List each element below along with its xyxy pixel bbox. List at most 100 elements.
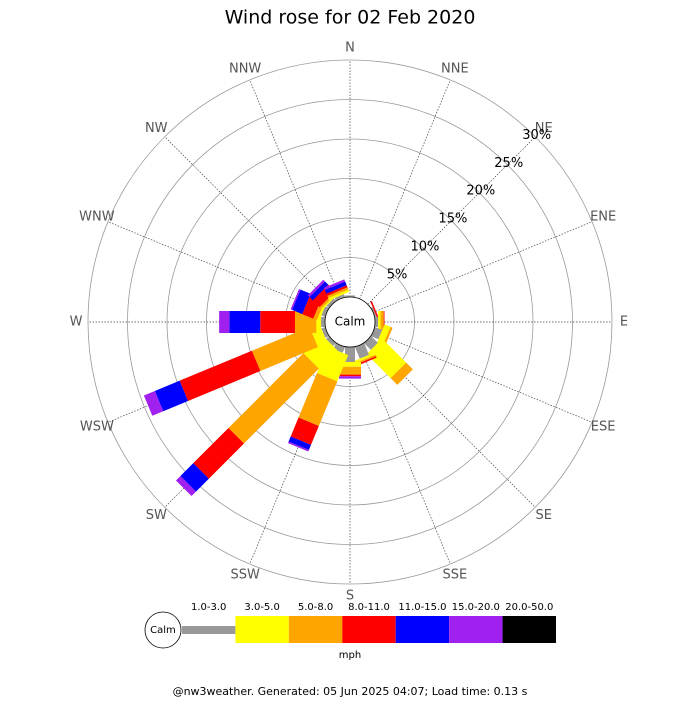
legend-swatch	[502, 616, 556, 643]
bar-segment	[364, 336, 378, 350]
direction-label: WSW	[80, 419, 114, 434]
spoke	[372, 331, 593, 423]
direction-label: NW	[145, 121, 168, 136]
direction-label: SW	[146, 508, 167, 523]
bar-segment	[354, 352, 376, 364]
bar-segment	[260, 311, 295, 333]
ring-label: 20%	[466, 184, 495, 199]
legend-label: 3.0-5.0	[244, 602, 279, 613]
calm-label: Calm	[335, 315, 366, 329]
bar-segment	[307, 279, 326, 298]
legend-swatch	[342, 616, 396, 643]
spoke	[164, 136, 333, 305]
calm-circle	[324, 296, 376, 348]
bar-segment	[321, 326, 329, 338]
bar-segment	[328, 289, 350, 301]
direction-label: ENE	[590, 210, 616, 225]
direction-label: E	[620, 315, 628, 330]
bar-segment	[288, 436, 311, 451]
direction-label: SSE	[442, 568, 467, 583]
bar-segment	[333, 343, 346, 353]
bar-segment	[366, 338, 407, 379]
bar-segment	[290, 288, 301, 310]
ring-label: 30%	[522, 128, 551, 143]
direction-label: NE	[535, 121, 553, 136]
legend-swatch	[182, 626, 236, 634]
footer: @nw3weather. Generated: 05 Jun 2025 04:0…	[173, 685, 528, 698]
bar-segment	[370, 301, 381, 322]
bar-segment	[327, 287, 349, 298]
legend-swatch	[235, 616, 289, 643]
direction-label: S	[346, 589, 354, 604]
bar-segment	[326, 298, 336, 308]
direction-label: ESE	[591, 419, 616, 434]
bar-segment	[345, 347, 355, 363]
direction-label: NNW	[229, 61, 261, 76]
bar-segment	[287, 441, 309, 452]
bar-segment	[354, 343, 370, 359]
bar-segment	[378, 311, 381, 333]
legend-label: 15.0-20.0	[452, 602, 500, 613]
bar-segment	[324, 281, 347, 294]
bar-segment	[180, 463, 209, 492]
direction-label: WNW	[79, 210, 115, 225]
bar-segment	[375, 317, 379, 327]
spoke	[359, 344, 451, 565]
unit-label: mph	[339, 650, 361, 661]
bar-segment	[143, 390, 164, 416]
bar-segment	[309, 281, 329, 301]
bar-segment	[321, 306, 329, 318]
direction-label: N	[345, 41, 355, 56]
direction-label: W	[70, 315, 83, 330]
direction-label: SE	[536, 508, 552, 523]
bar-segment	[303, 334, 338, 369]
legend-label: 11.0-15.0	[398, 602, 446, 613]
spoke	[372, 221, 593, 313]
bar-segment	[292, 289, 311, 315]
bar-segment	[326, 285, 348, 296]
bar-segment	[193, 427, 245, 479]
spoke	[249, 79, 341, 300]
ring-label: 25%	[494, 156, 523, 171]
bar-segment	[219, 311, 230, 333]
direction-label: SSW	[230, 568, 260, 583]
ring-label: 5%	[387, 267, 408, 282]
bar-segment	[323, 279, 346, 290]
grid-ring	[127, 99, 573, 545]
bar-segment	[179, 350, 261, 401]
bar-segment	[334, 294, 346, 301]
bar-segment	[371, 307, 377, 318]
bar-segment	[229, 311, 261, 333]
spoke	[107, 221, 328, 313]
bar-segment	[321, 317, 325, 327]
legend-label: 1.0-3.0	[191, 602, 226, 613]
bar-segment	[339, 376, 361, 379]
direction-label: NNE	[441, 61, 469, 76]
bar-segment	[298, 373, 338, 426]
bar-segment	[290, 417, 319, 445]
grid-ring	[87, 59, 613, 585]
bar-segment	[228, 353, 319, 444]
legend-calm-label: Calm	[150, 625, 176, 636]
grid-ring	[166, 138, 534, 506]
chart-title: Wind rose for 02 Feb 2020	[225, 7, 476, 29]
bar-segment	[154, 380, 189, 412]
bar-segment	[390, 362, 413, 385]
bar-segment	[339, 374, 361, 377]
bar-segment	[339, 366, 361, 375]
spoke	[359, 79, 451, 300]
legend-swatch	[395, 616, 450, 643]
bar-segment	[345, 295, 355, 297]
bar-segment	[380, 311, 384, 333]
ring-label: 15%	[438, 212, 467, 227]
ring-label: 10%	[411, 240, 440, 255]
spoke	[367, 136, 536, 305]
bar-segment	[251, 326, 318, 372]
legend-swatch	[288, 616, 343, 643]
bar-segment	[175, 476, 196, 497]
bar-segment	[325, 336, 336, 347]
legend-calm	[144, 611, 182, 649]
legend-label: 8.0-11.0	[348, 602, 390, 613]
